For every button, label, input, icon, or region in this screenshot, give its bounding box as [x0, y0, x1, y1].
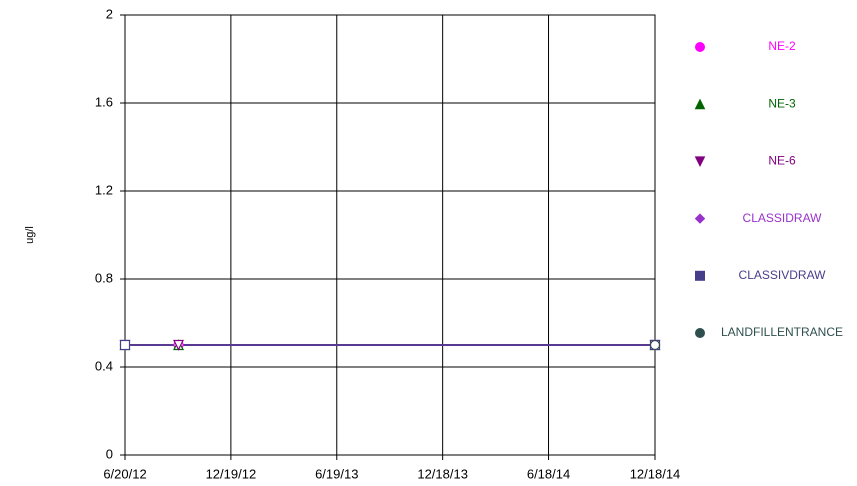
x-tick-label: 12/19/12 [206, 466, 257, 481]
legend-label: NE-3 [768, 96, 796, 110]
y-tick-label: 1.6 [95, 94, 113, 109]
legend-marker [695, 42, 705, 52]
data-point [119, 339, 131, 351]
plot-frame [124, 14, 656, 456]
y-tick-label: 0 [106, 446, 113, 461]
legend-marker [695, 328, 705, 338]
x-tick-label: 6/18/14 [527, 466, 570, 481]
y-axis-label: ug/l [24, 226, 36, 244]
y-tick-label: 1.2 [95, 182, 113, 197]
legend-marker [694, 98, 706, 110]
legend-label: LANDFILLENTRANCE [721, 325, 843, 339]
legend-label: NE-6 [768, 154, 796, 168]
legend-marker [694, 156, 706, 168]
legend-marker [694, 213, 706, 224]
x-tick-label: 12/18/14 [630, 466, 681, 481]
legend-label: CLASSIDRAW [743, 211, 823, 225]
x-tick-label: 6/19/13 [315, 466, 358, 481]
legend-label: CLASSIVDRAW [739, 268, 827, 282]
y-tick-label: 0.4 [95, 358, 113, 373]
y-tick-label: 2 [106, 6, 113, 21]
legend-label: NE-2 [768, 39, 796, 53]
data-point [649, 339, 661, 351]
x-tick-label: 6/20/12 [103, 466, 146, 481]
data-point [173, 339, 184, 351]
y-tick-label: 0.8 [95, 270, 113, 285]
x-tick-label: 12/18/13 [417, 466, 468, 481]
legend-marker [695, 270, 705, 281]
